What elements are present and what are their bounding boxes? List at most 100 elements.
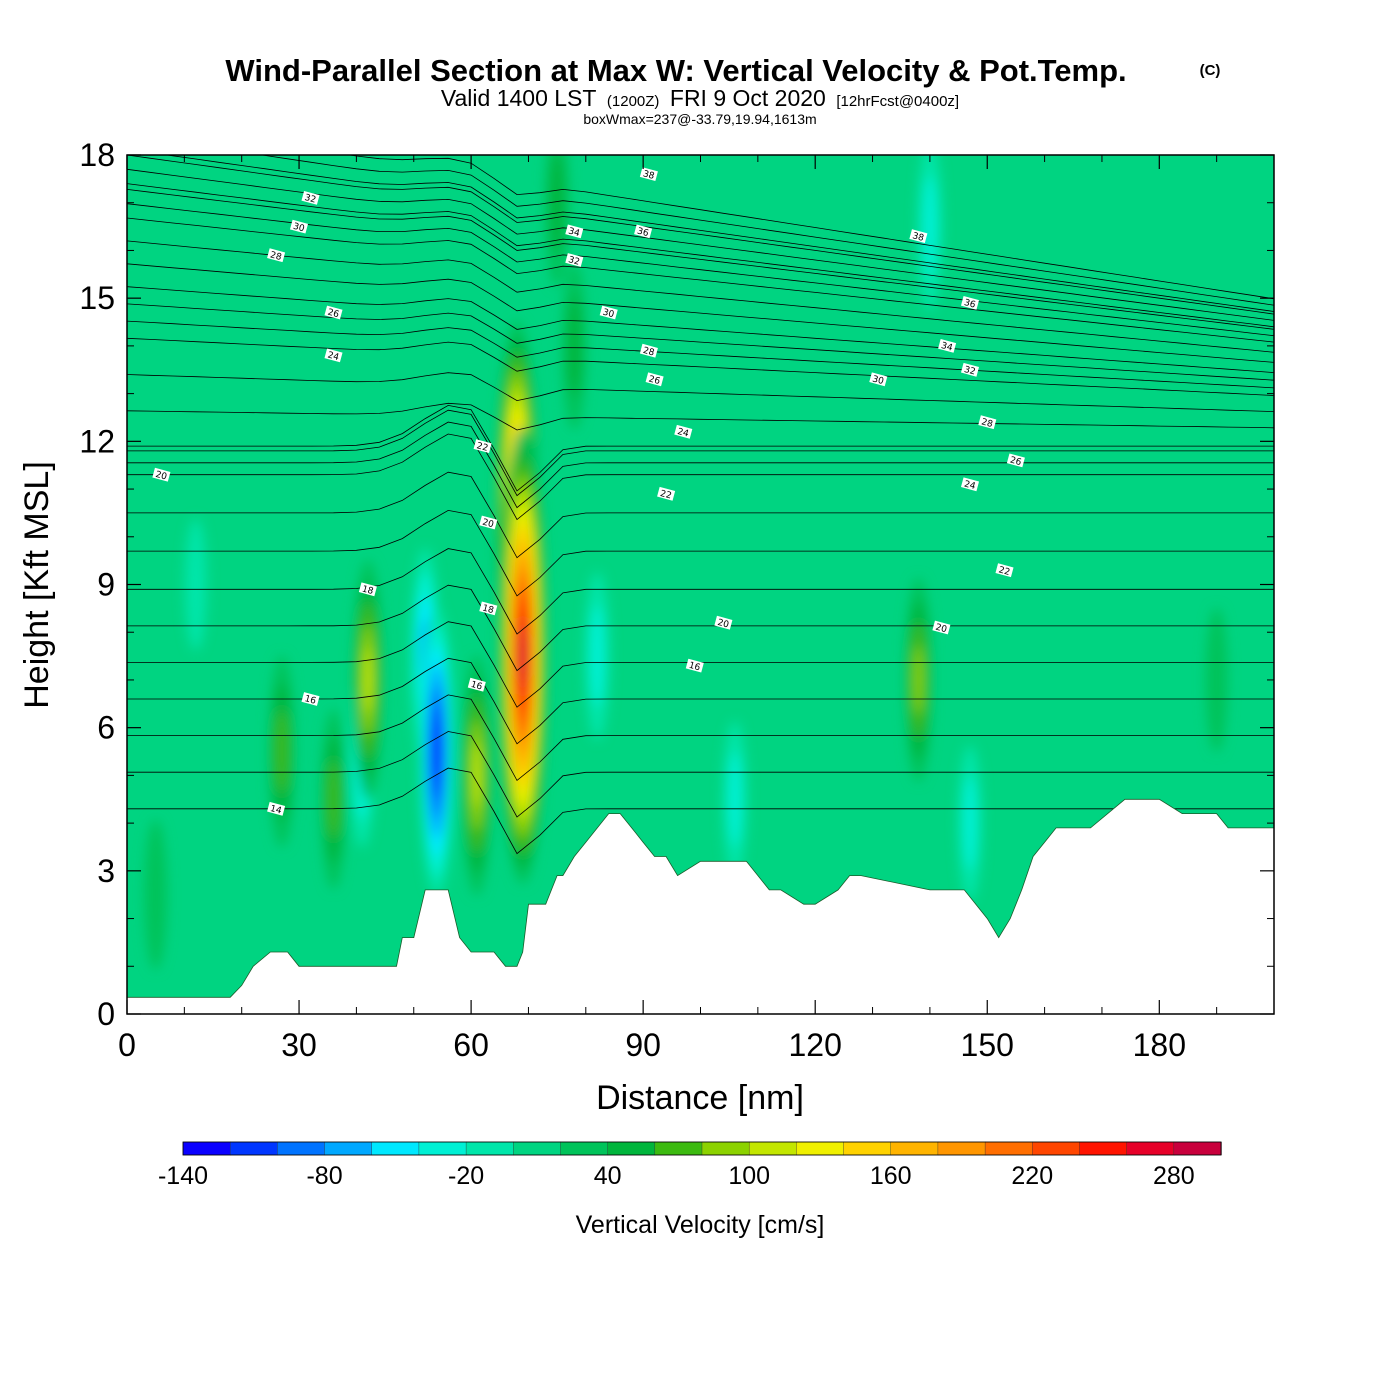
terrain-mask (127, 799, 1274, 1014)
theta-contour-labels: 14 16 18 20 22 24 26 28 30 32 16 18 20 16 20 22 24 26 28 30… (152, 167, 1025, 817)
colorbar-swatch (1032, 1141, 1081, 1156)
theta-contour-line (127, 409, 1274, 497)
contour-label-text: 34 (567, 227, 581, 240)
theta-contour-line (127, 217, 1274, 343)
contour-label: 30 (599, 305, 618, 321)
theta-contour-line (164, 155, 1274, 312)
contour-label-text: 20 (716, 618, 730, 631)
contour-label-bg (932, 620, 951, 635)
velocity-cell (590, 605, 605, 707)
contour-label-bg (685, 658, 704, 673)
theta-contour-line (127, 372, 1274, 412)
colorbar-swatch (371, 1141, 420, 1156)
colorbar-title: Vertical Velocity [cm/s] (576, 1211, 825, 1239)
colorbar-swatch (560, 1141, 609, 1156)
x-tick-label: 150 (961, 1027, 1014, 1063)
contour-label: 24 (324, 348, 343, 363)
contour-label-bg (960, 362, 980, 377)
velocity-cell (913, 645, 923, 714)
theta-contour-line (127, 731, 1274, 818)
contour-label-text: 24 (676, 427, 690, 440)
theta-contour-line (127, 240, 1274, 353)
theta-contour-line (127, 189, 1274, 330)
contour-label-bg (467, 677, 486, 692)
contour-label-bg (995, 563, 1014, 578)
y-tick-label: 18 (79, 137, 115, 173)
colorbar-tick-label: -140 (158, 1162, 208, 1190)
velocity-cell (520, 632, 526, 680)
contour-label-bg (938, 338, 957, 353)
contour-label-bg (639, 167, 658, 182)
contour-label-text: 18 (361, 584, 375, 597)
x-tick-label: 90 (625, 1027, 661, 1063)
colorbar-swatch (229, 1141, 279, 1156)
contour-label-text: 20 (934, 623, 948, 636)
contour-label: 36 (634, 224, 653, 239)
contour-label-text: 30 (601, 308, 615, 321)
colorbar-swatch (1173, 1141, 1222, 1156)
theta-contour-line (127, 433, 1274, 521)
plot-area: 14 16 18 20 22 24 26 28 30 32 16 18 20 16 20 22 24 26 28 30… (127, 155, 1274, 1014)
contour-label: 28 (978, 415, 997, 430)
box-info: boxWmax=237@-33.79,19.94,1613m (583, 111, 816, 127)
y-tick-label: 15 (79, 280, 115, 316)
contour-label-text: 32 (303, 193, 317, 206)
colorbar-frame (182, 1141, 1222, 1156)
colorbar-swatch (937, 1141, 986, 1156)
velocity-cell (963, 776, 977, 870)
colorbar-swatch (513, 1141, 562, 1156)
y-tick-label: 3 (97, 853, 115, 889)
colorbar-swatch (1126, 1141, 1175, 1156)
colorbar-swatch (890, 1141, 939, 1156)
contour-label-bg (267, 801, 286, 816)
colorbar-swatch (418, 1141, 467, 1156)
theta-contour-line (127, 767, 1274, 855)
contour-label: 24 (674, 424, 693, 440)
contour-label-text: 38 (911, 231, 925, 244)
theta-contour-line (127, 263, 1274, 363)
theta-contour-line (127, 421, 1274, 509)
colorbar-swatch (607, 1141, 656, 1156)
contour-label: 18 (358, 582, 377, 597)
contour-label: 20 (714, 615, 733, 631)
contour-label: 30 (289, 219, 309, 234)
theta-contour-line (127, 183, 1274, 328)
contour-label-text: 26 (1009, 456, 1023, 469)
contour-label: 26 (324, 305, 343, 321)
contour-label-text: 16 (688, 661, 702, 674)
x-tick-label: 30 (281, 1027, 317, 1063)
contour-label-text: 20 (481, 518, 495, 531)
contour-label-text: 22 (659, 489, 673, 502)
terrain-outline (127, 798, 1274, 998)
colorbar-tick-label: -20 (448, 1162, 484, 1190)
contour-label-bg (565, 253, 584, 267)
contour-label-bg (473, 439, 492, 454)
velocity-cell (728, 752, 742, 847)
contour-label-text: 16 (470, 680, 484, 693)
contour-label-text: 22 (475, 441, 489, 454)
contour-label-text: 26 (326, 308, 340, 321)
theta-contour-line (127, 404, 1274, 492)
velocity-cell (328, 760, 339, 838)
theta-contour-line (127, 694, 1274, 782)
velocity-cell (144, 819, 167, 970)
contour-label-bg (869, 372, 888, 387)
velocity-cell (1205, 607, 1228, 752)
contour-label-bg (301, 692, 320, 706)
contour-label: 26 (645, 372, 664, 387)
velocity-cell (276, 710, 288, 793)
contour-label-bg (1006, 453, 1025, 468)
theta-contour-line (127, 509, 1274, 597)
contour-label-text: 18 (481, 604, 495, 617)
contour-label-bg (358, 582, 377, 597)
theta-contour-line (127, 584, 1274, 672)
y-tick-label: 0 (97, 996, 115, 1032)
theta-contour-line (346, 155, 1274, 300)
contour-label: 28 (639, 343, 658, 359)
contour-label-text: 22 (997, 565, 1011, 578)
contour-label-text: 28 (642, 346, 656, 359)
theta-contour-line (127, 203, 1274, 337)
contour-label: 22 (995, 563, 1014, 578)
